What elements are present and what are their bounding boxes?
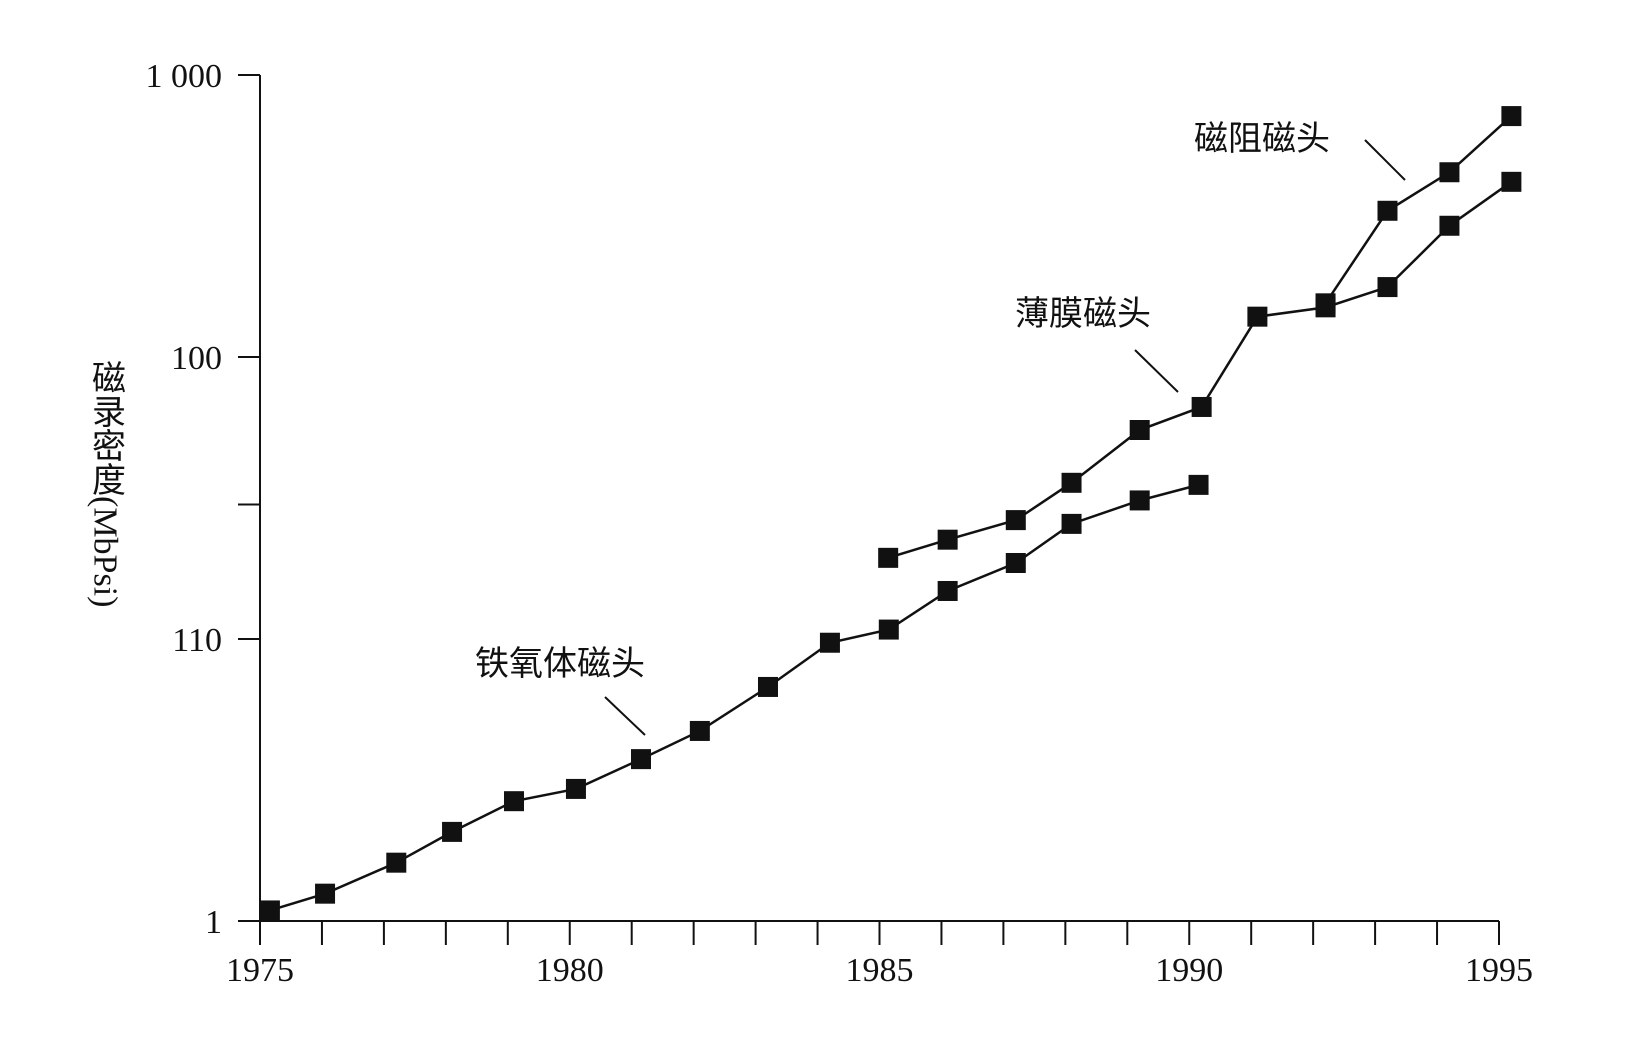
y-tick-label: 110 bbox=[172, 622, 222, 659]
marker bbox=[1377, 277, 1398, 298]
marker bbox=[1129, 490, 1150, 511]
marker bbox=[1501, 171, 1522, 192]
series-line bbox=[269, 483, 1199, 912]
marker bbox=[937, 580, 958, 601]
series-label: 铁氧体磁头 bbox=[475, 645, 645, 683]
series-line bbox=[1324, 115, 1513, 305]
y-tick-label: 100 bbox=[171, 340, 222, 377]
marker bbox=[1005, 510, 1026, 531]
marker bbox=[878, 619, 899, 640]
leader-line bbox=[1364, 139, 1406, 181]
marker bbox=[1247, 306, 1268, 327]
marker bbox=[1501, 106, 1522, 127]
marker bbox=[1191, 396, 1212, 417]
marker bbox=[819, 632, 840, 653]
y-tick-label: 1 bbox=[205, 904, 222, 941]
marker bbox=[689, 720, 710, 741]
marker bbox=[442, 821, 463, 842]
marker bbox=[1439, 215, 1460, 236]
marker bbox=[386, 852, 407, 873]
marker bbox=[1129, 419, 1150, 440]
y-axis-label: 磁录密度(MbPsi) bbox=[87, 360, 126, 608]
marker bbox=[1005, 552, 1026, 573]
marker bbox=[503, 791, 524, 812]
marker bbox=[878, 547, 899, 568]
x-tick-label: 1995 bbox=[1465, 952, 1533, 989]
marker bbox=[1315, 293, 1336, 314]
x-tick-label: 1980 bbox=[536, 952, 604, 989]
leader-line bbox=[1134, 349, 1179, 393]
series-line bbox=[887, 180, 1513, 560]
marker bbox=[1439, 162, 1460, 183]
leader-line bbox=[604, 696, 646, 736]
series-label: 磁阻磁头 bbox=[1194, 120, 1330, 158]
marker bbox=[1188, 474, 1209, 495]
series-label: 薄膜磁头 bbox=[1015, 295, 1151, 333]
marker bbox=[259, 900, 280, 921]
y-tick-label: 1 000 bbox=[146, 58, 223, 95]
x-tick-label: 1975 bbox=[226, 952, 294, 989]
marker bbox=[1377, 200, 1398, 221]
x-tick-label: 1990 bbox=[1155, 952, 1223, 989]
marker bbox=[1061, 472, 1082, 493]
marker bbox=[757, 676, 778, 697]
marker bbox=[630, 749, 651, 770]
marker bbox=[937, 529, 958, 550]
marker bbox=[565, 778, 586, 799]
marker bbox=[1061, 513, 1082, 534]
marker bbox=[315, 883, 336, 904]
x-tick-label: 1985 bbox=[846, 952, 914, 989]
